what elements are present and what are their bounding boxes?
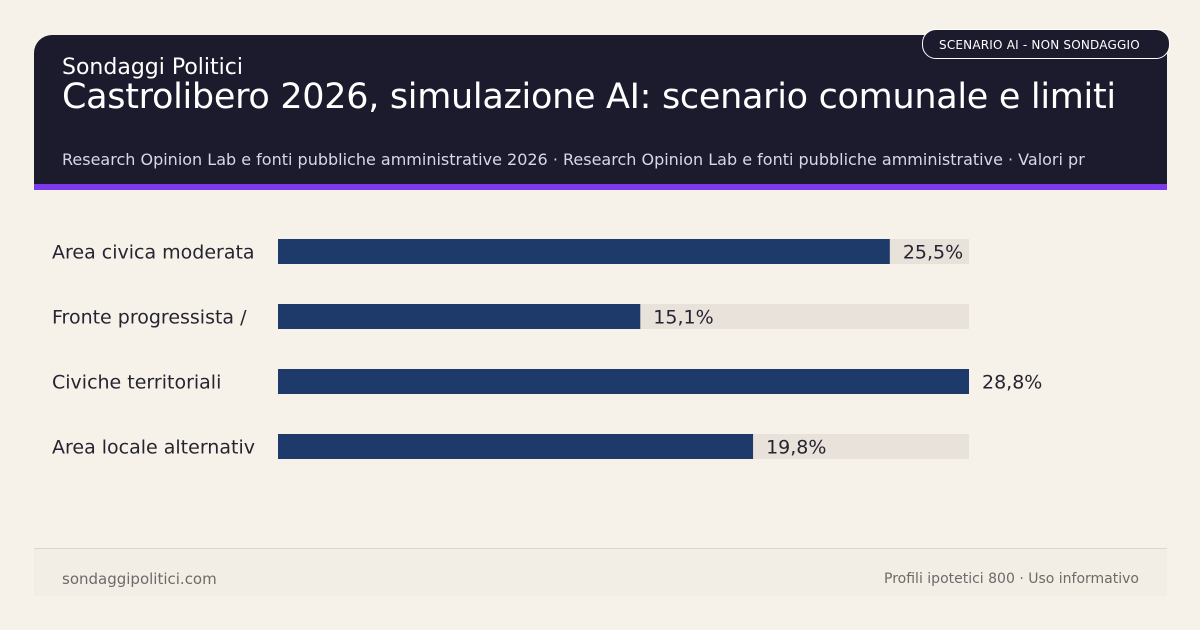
bar	[278, 304, 641, 329]
bar	[278, 239, 890, 264]
footer-site-link[interactable]: sondaggipolitici.com	[62, 570, 217, 588]
chart-title: Castrolibero 2026, simulazione AI: scena…	[62, 77, 1116, 117]
value-label: 25,5%	[903, 242, 963, 264]
value-label: 15,1%	[653, 307, 713, 329]
value-label: 28,8%	[982, 372, 1042, 394]
category-label: Area civica moderata	[52, 242, 255, 264]
scenario-badge: SCENARIO AI - NON SONDAGGIO	[922, 29, 1170, 59]
brand-name: Sondaggi Politici	[62, 55, 243, 80]
bar	[278, 369, 969, 394]
category-label: Civiche territoriali	[52, 372, 221, 394]
footer-note: Profili ipotetici 800 · Uso informativo	[884, 571, 1139, 587]
chart-subtitle: Research Opinion Lab e fonti pubbliche a…	[62, 150, 1085, 169]
footer: sondaggipolitici.com Profili ipotetici 8…	[34, 548, 1167, 596]
category-label: Area locale alternativ	[52, 437, 255, 459]
header-accent-bar	[34, 184, 1167, 190]
value-label: 19,8%	[766, 437, 826, 459]
header-panel: Sondaggi Politici Castrolibero 2026, sim…	[34, 35, 1167, 185]
category-label: Fronte progressista /	[52, 307, 247, 329]
bar	[278, 434, 754, 459]
